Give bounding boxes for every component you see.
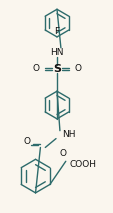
Text: NH: NH: [61, 130, 75, 139]
Text: S: S: [53, 63, 60, 73]
Text: O: O: [59, 149, 66, 158]
Text: O: O: [32, 64, 39, 73]
Text: COOH: COOH: [69, 160, 96, 169]
Text: F: F: [54, 27, 59, 36]
Text: O: O: [23, 137, 30, 146]
Text: HN: HN: [50, 48, 63, 57]
Text: O: O: [74, 64, 81, 73]
